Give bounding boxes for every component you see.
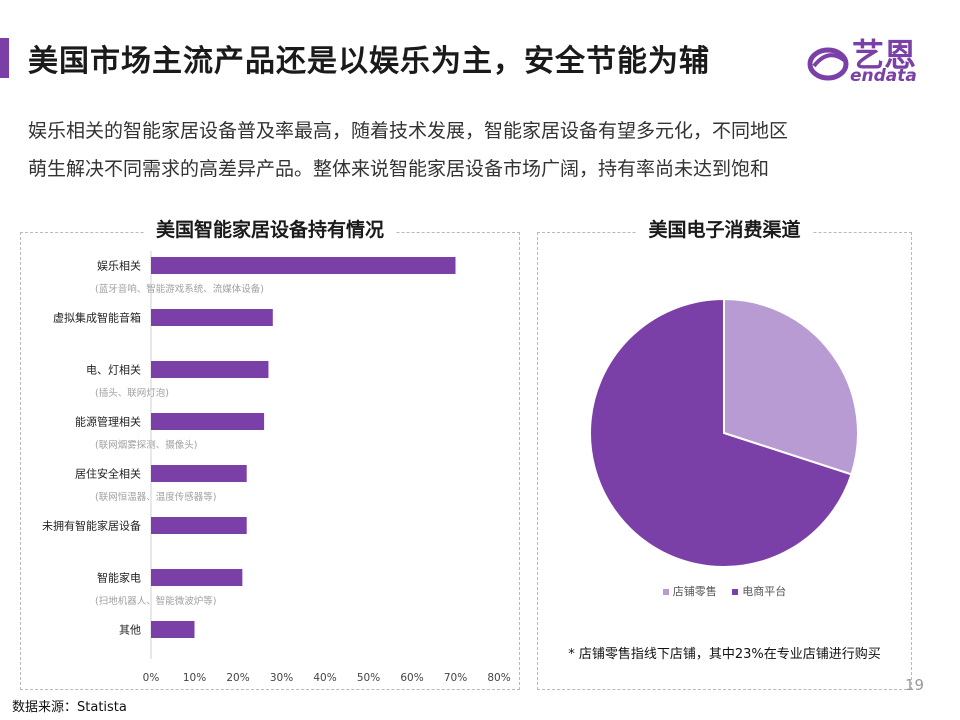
bar-subtitle-label-3: (联网烟雾探测、摄像头) bbox=[95, 439, 197, 451]
bar-7 bbox=[151, 621, 195, 638]
ownership-chart-title: 美国智能家居设备持有情况 bbox=[143, 219, 396, 241]
legend-item-store: 店铺零售 bbox=[662, 583, 717, 599]
legend-label-store: 店铺零售 bbox=[672, 585, 717, 598]
pie-legend: 店铺零售 电商平台 bbox=[538, 583, 911, 599]
channel-footnote: * 店铺零售指线下店铺，其中23%在专业店铺进行购买 bbox=[568, 647, 881, 662]
logo-swoosh bbox=[812, 53, 846, 68]
x-tick-label-4: 40% bbox=[313, 672, 336, 684]
logo-ring bbox=[807, 47, 849, 81]
x-tick-label-7: 70% bbox=[444, 672, 467, 684]
bar-category-label-0: 娱乐相关 bbox=[97, 259, 141, 273]
intro-paragraph: 娱乐相关的智能家居设备普及率最高，随着技术发展，智能家居设备有望多元化，不同地区… bbox=[28, 112, 928, 188]
intro-line-1: 娱乐相关的智能家居设备普及率最高，随着技术发展，智能家居设备有望多元化，不同地区 bbox=[28, 120, 789, 142]
channel-chart-panel: 美国电子消费渠道 店铺零售 电商平台 * 店铺零售指线下店铺，其中23%在专业店… bbox=[537, 219, 912, 690]
title-accent-bar bbox=[0, 38, 9, 78]
legend-swatch-ecommerce bbox=[732, 589, 739, 595]
logo-cn-text: 艺恩 bbox=[852, 36, 917, 74]
ownership-chart-panel: 美国智能家居设备持有情况 娱乐相关 (蓝牙音响、智能游戏系统、流媒体设备) 虚拟集成… bbox=[20, 219, 520, 690]
x-tick-label-5: 50% bbox=[357, 672, 380, 684]
x-tick-label-1: 10% bbox=[183, 672, 206, 684]
x-tick-label-6: 60% bbox=[400, 672, 423, 684]
bar-subtitle-label-4: (联网恒温器、温度传感器等) bbox=[95, 491, 216, 503]
legend-swatch-store bbox=[662, 589, 669, 595]
bar-category-label-1: 虚拟集成智能音箱 bbox=[53, 311, 141, 325]
bar-subtitle-label-6: (扫地机器人、智能微波炉等) bbox=[95, 595, 216, 607]
bar-6 bbox=[151, 569, 243, 586]
bar-category-label-3: 能源管理相关 bbox=[75, 415, 141, 429]
page-title: 美国市场主流产品还是以娱乐为主，安全节能为辅 bbox=[28, 44, 710, 79]
bar-3 bbox=[151, 413, 265, 430]
legend-label-ecommerce: 电商平台 bbox=[742, 585, 787, 598]
bar-subtitle-label-0: (蓝牙音响、智能游戏系统、流媒体设备) bbox=[95, 283, 264, 295]
intro-line-2: 萌生解决不同需求的高差异产品。整体来说智能家居设备市场广阔，持有率尚未达到饱和 bbox=[28, 158, 770, 180]
x-tick-label-8: 80% bbox=[487, 672, 510, 684]
bar-category-label-2: 电、灯相关 bbox=[86, 363, 141, 377]
bar-category-label-7: 其他 bbox=[119, 624, 141, 637]
bar-5 bbox=[151, 517, 247, 534]
logo-mark-icon bbox=[807, 47, 849, 81]
x-tick-label-2: 20% bbox=[226, 672, 249, 684]
bar-category-label-5: 未拥有智能家居设备 bbox=[42, 519, 141, 533]
bar-subtitle-label-2: (插头、联网灯泡) bbox=[95, 387, 169, 399]
channel-chart-title-wrap: 美国电子消费渠道 bbox=[538, 215, 911, 242]
data-source: 数据来源：Statista bbox=[12, 700, 127, 715]
bar-0 bbox=[151, 257, 456, 274]
bar-2 bbox=[151, 361, 269, 378]
channel-chart-title: 美国电子消费渠道 bbox=[636, 219, 813, 241]
x-tick-label-0: 0% bbox=[143, 672, 160, 684]
bar-1 bbox=[151, 309, 273, 326]
pie-slice-0 bbox=[723, 297, 859, 476]
logo-en-text: endata bbox=[850, 66, 917, 86]
pie-slice-1 bbox=[589, 297, 853, 568]
endata-logo: 艺恩 endata bbox=[806, 30, 936, 92]
page-number: 19 bbox=[905, 676, 925, 694]
bar-category-label-4: 居住安全相关 bbox=[75, 467, 141, 481]
x-tick-label-3: 30% bbox=[270, 672, 293, 684]
ownership-chart-title-wrap: 美国智能家居设备持有情况 bbox=[21, 215, 519, 242]
channel-pie-chart bbox=[589, 297, 859, 568]
legend-item-ecommerce: 电商平台 bbox=[732, 583, 786, 599]
bar-category-label-6: 智能家电 bbox=[97, 571, 141, 585]
bar-4 bbox=[151, 465, 247, 482]
